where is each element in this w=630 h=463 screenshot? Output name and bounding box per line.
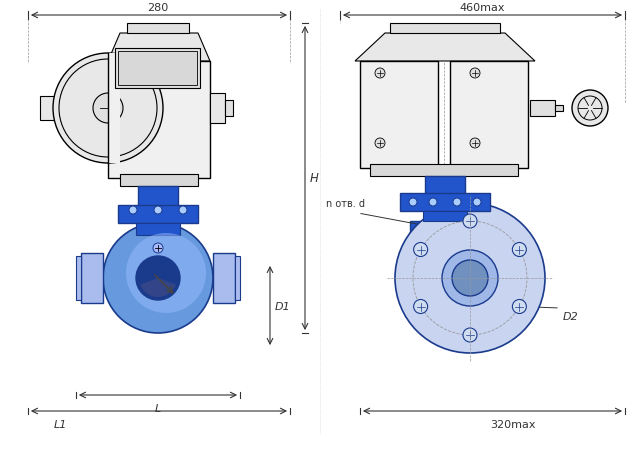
Bar — [423, 212, 467, 221]
Circle shape — [53, 54, 163, 163]
Bar — [136, 224, 180, 236]
Bar — [127, 24, 189, 34]
Text: L1: L1 — [54, 419, 67, 429]
Text: 320max: 320max — [490, 419, 536, 429]
Bar — [115, 49, 200, 89]
Circle shape — [129, 206, 137, 214]
Bar — [108, 62, 210, 179]
Bar — [410, 221, 480, 251]
Circle shape — [375, 69, 385, 79]
Bar — [108, 54, 120, 163]
Text: D1: D1 — [275, 301, 291, 311]
Circle shape — [153, 244, 163, 253]
Circle shape — [409, 199, 417, 206]
Bar — [370, 165, 518, 176]
Wedge shape — [140, 278, 176, 297]
Bar — [118, 52, 197, 86]
Circle shape — [473, 199, 481, 206]
Bar — [400, 194, 490, 212]
Circle shape — [136, 257, 180, 300]
Bar — [425, 176, 465, 212]
Circle shape — [470, 139, 480, 149]
Circle shape — [463, 328, 477, 342]
Circle shape — [512, 300, 526, 314]
Bar — [390, 24, 500, 34]
Circle shape — [414, 243, 428, 257]
Text: L: L — [155, 403, 161, 413]
Circle shape — [179, 206, 187, 214]
Bar — [120, 175, 198, 187]
Bar — [450, 62, 528, 169]
Bar — [210, 94, 225, 124]
Bar — [138, 187, 178, 224]
Circle shape — [463, 214, 477, 229]
Text: D2: D2 — [563, 311, 579, 321]
Circle shape — [154, 206, 162, 214]
Text: 460max: 460max — [460, 3, 505, 13]
Bar — [40, 97, 55, 121]
Circle shape — [453, 199, 461, 206]
Text: 280: 280 — [147, 3, 169, 13]
Circle shape — [414, 300, 428, 314]
Circle shape — [572, 91, 608, 127]
Bar — [530, 101, 555, 117]
Bar — [225, 101, 233, 117]
Circle shape — [442, 250, 498, 307]
Polygon shape — [355, 34, 535, 62]
Circle shape — [512, 243, 526, 257]
Circle shape — [452, 260, 488, 296]
Circle shape — [470, 69, 480, 79]
Bar — [213, 253, 235, 303]
Circle shape — [429, 199, 437, 206]
Bar — [118, 206, 198, 224]
Circle shape — [103, 224, 213, 333]
Circle shape — [375, 139, 385, 149]
Text: H: H — [310, 172, 319, 185]
Circle shape — [395, 204, 545, 353]
Text: n отв. d: n отв. d — [326, 199, 365, 208]
Bar — [360, 62, 438, 169]
Polygon shape — [108, 34, 210, 62]
Bar — [555, 106, 563, 112]
Bar — [81, 253, 103, 303]
Bar — [235, 257, 240, 300]
Circle shape — [126, 233, 206, 313]
Bar — [76, 257, 81, 300]
Circle shape — [93, 94, 123, 124]
